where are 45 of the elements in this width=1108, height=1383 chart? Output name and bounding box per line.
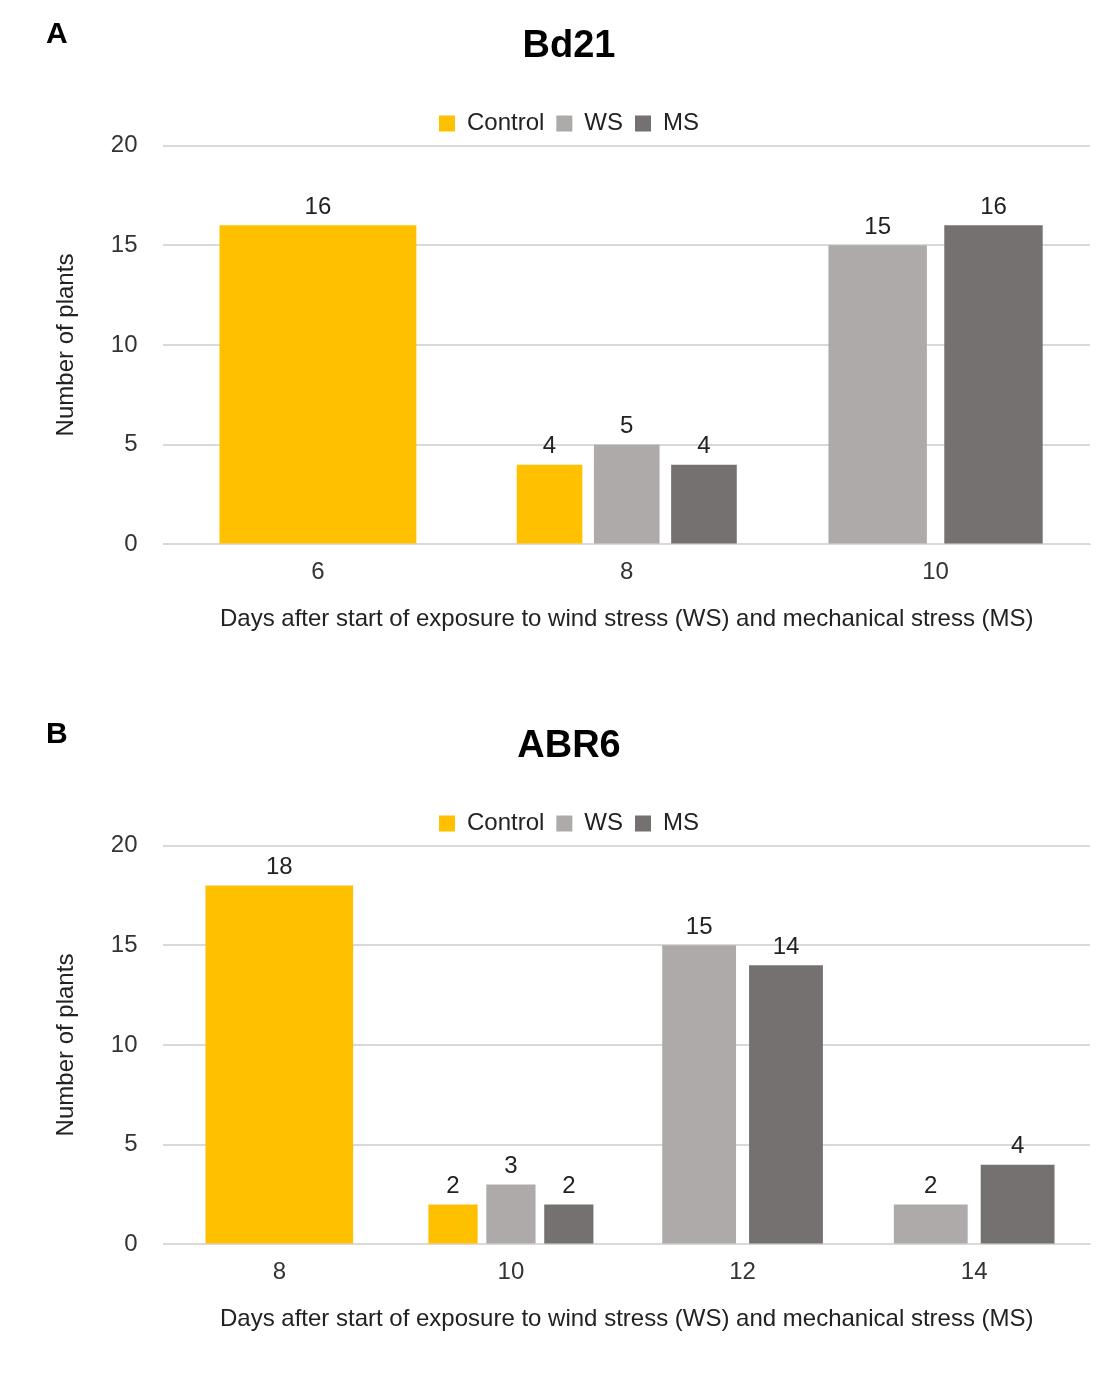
- chart-title: ABR6: [517, 723, 621, 766]
- y-tick-label: 20: [110, 130, 138, 158]
- y-tick-label: 20: [110, 830, 138, 858]
- legend-label: MS: [663, 808, 700, 836]
- legend-label: Control: [466, 808, 545, 836]
- data-label: 15: [685, 911, 713, 939]
- data-label: 18: [265, 852, 293, 880]
- x-tick-label: 12: [729, 1257, 756, 1285]
- x-tick-label: 14: [960, 1257, 988, 1285]
- y-tick-label: 10: [110, 1029, 138, 1057]
- x-tick-label: 10: [497, 1257, 525, 1285]
- data-label: 14: [772, 931, 800, 959]
- y-tick-label: 5: [124, 1129, 138, 1157]
- x-axis-title: Days after start of exposure to wind stress (WS) and mechanical stress (MS): [219, 604, 1034, 632]
- data-label: 16: [304, 191, 332, 219]
- data-label: 2: [924, 1171, 938, 1199]
- y-tick-label: 15: [110, 229, 138, 257]
- legend-label: WS: [584, 108, 624, 136]
- x-tick-label: 6: [311, 557, 325, 585]
- legend-label: MS: [663, 108, 700, 136]
- data-label: 2: [446, 1171, 460, 1199]
- x-tick-label: 10: [922, 557, 949, 585]
- data-label: 5: [620, 411, 634, 439]
- x-tick-label: 8: [620, 557, 634, 585]
- legend-label: WS: [584, 808, 624, 836]
- chart-title: Bd21: [522, 23, 616, 66]
- x-axis-title: Days after start of exposure to wind stress (WS) and mechanical stress (MS): [219, 1304, 1034, 1332]
- y-tick-label: 10: [110, 329, 138, 357]
- data-label: 4: [1010, 1131, 1025, 1159]
- text: B: [46, 716, 68, 750]
- legend-label: Control: [466, 108, 545, 136]
- text: A: [46, 16, 68, 50]
- y-tick-label: 5: [124, 429, 138, 457]
- y-axis-title: Number of plants: [51, 953, 79, 1137]
- data-label: 15: [864, 211, 892, 239]
- data-label: 4: [697, 431, 711, 459]
- data-label: 16: [980, 191, 1007, 219]
- y-tick-label: 0: [124, 1229, 138, 1257]
- x-tick-label: 8: [272, 1257, 286, 1285]
- y-tick-label: 0: [124, 529, 138, 557]
- y-tick-label: 15: [110, 929, 138, 957]
- data-label: 2: [562, 1171, 576, 1199]
- y-axis-title: Number of plants: [51, 253, 79, 437]
- data-label: 4: [542, 431, 557, 459]
- data-label: 3: [504, 1151, 518, 1179]
